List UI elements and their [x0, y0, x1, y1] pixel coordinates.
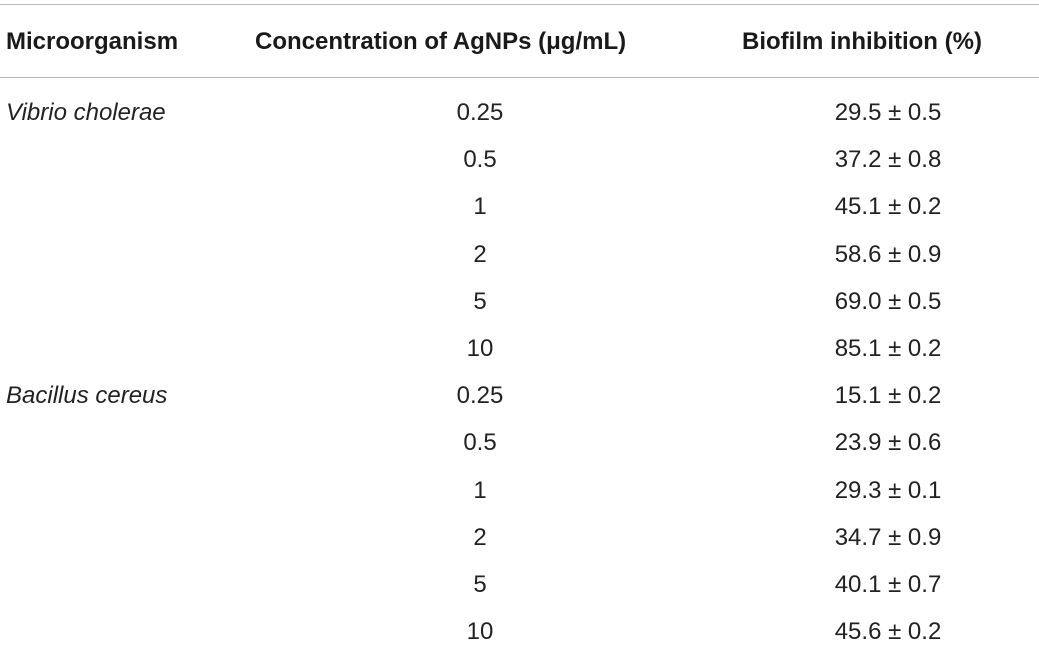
table-header-row: Microorganism Concentration of AgNPs (μg… — [0, 20, 1039, 64]
cell-organism: Bacillus cereus — [6, 382, 168, 410]
cell-concentration: 0.5 — [463, 146, 497, 174]
cell-inhibition: 15.1 ± 0.2 — [834, 382, 942, 410]
cell-inhibition: 29.3 ± 0.1 — [834, 476, 942, 504]
cell-inhibition: 58.6 ± 0.9 — [834, 240, 942, 268]
cell-inhibition: 85.1 ± 0.2 — [834, 334, 942, 362]
table-row: 2 34.7 ± 0.9 — [0, 514, 1039, 561]
table-row: 1 45.1 ± 0.2 — [0, 183, 1039, 230]
header-microorganism: Microorganism — [6, 28, 179, 55]
table-row: 2 58.6 ± 0.9 — [0, 231, 1039, 278]
table-top-rule — [0, 4, 1039, 5]
cell-organism: Vibrio cholerae — [6, 99, 166, 126]
table-header-rule — [0, 77, 1039, 78]
cell-concentration: 1 — [473, 193, 487, 221]
table-row: Vibrio cholerae 0.25 29.5 ± 0.5 — [0, 89, 1039, 136]
cell-concentration: 2 — [473, 240, 487, 268]
cell-concentration: 0.5 — [463, 429, 497, 457]
cell-inhibition: 69.0 ± 0.5 — [834, 287, 942, 315]
table-row: Bacillus cereus 0.25 15.1 ± 0.2 — [0, 372, 1039, 419]
cell-inhibition: 34.7 ± 0.9 — [834, 523, 942, 551]
table-row: 10 85.1 ± 0.2 — [0, 325, 1039, 372]
cell-concentration: 0.25 — [456, 382, 504, 410]
table-row: 10 45.6 ± 0.2 — [0, 608, 1039, 655]
header-biofilm-inhibition: Biofilm inhibition (%) — [742, 28, 982, 55]
table-row: 0.5 37.2 ± 0.8 — [0, 136, 1039, 183]
cell-inhibition: 29.5 ± 0.5 — [834, 99, 942, 126]
cell-concentration: 5 — [473, 570, 487, 598]
cell-concentration: 10 — [466, 618, 494, 646]
cell-concentration: 0.25 — [456, 99, 504, 126]
cell-inhibition: 23.9 ± 0.6 — [834, 429, 942, 457]
cell-concentration: 5 — [473, 287, 487, 315]
table-row: 5 69.0 ± 0.5 — [0, 278, 1039, 325]
cell-inhibition: 45.1 ± 0.2 — [834, 193, 942, 221]
table-row: 0.5 23.9 ± 0.6 — [0, 419, 1039, 466]
cell-concentration: 2 — [473, 523, 487, 551]
table-body: Vibrio cholerae 0.25 29.5 ± 0.5 0.5 37.2… — [0, 89, 1039, 655]
header-concentration: Concentration of AgNPs (μg/mL) — [255, 28, 627, 55]
cell-inhibition: 45.6 ± 0.2 — [834, 618, 942, 646]
cell-inhibition: 40.1 ± 0.7 — [834, 570, 942, 598]
cell-concentration: 10 — [466, 334, 494, 362]
table-row: 5 40.1 ± 0.7 — [0, 561, 1039, 608]
cell-concentration: 1 — [473, 476, 487, 504]
cell-inhibition: 37.2 ± 0.8 — [834, 146, 942, 174]
table-row: 1 29.3 ± 0.1 — [0, 467, 1039, 514]
